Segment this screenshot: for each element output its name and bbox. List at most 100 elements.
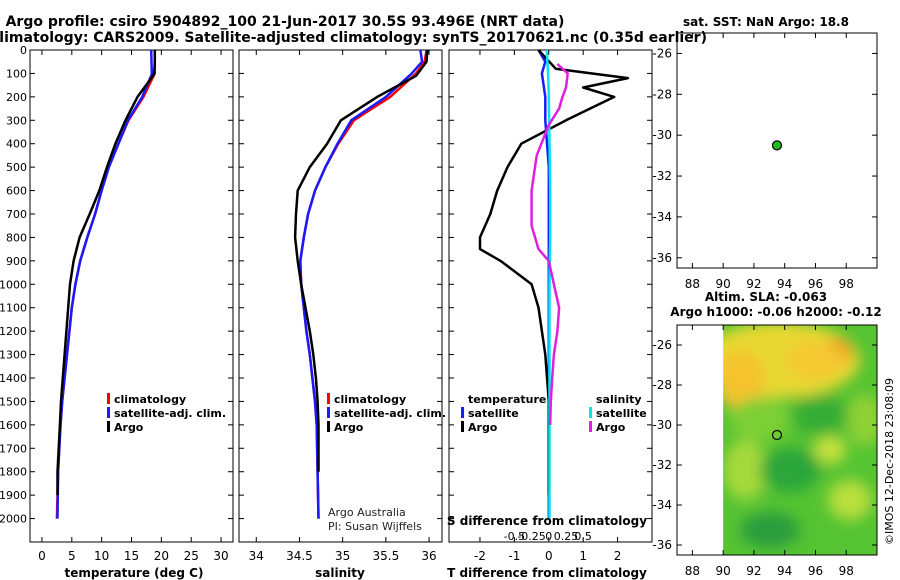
y-tick-label: 1700 — [0, 442, 27, 455]
y-tick-label: 700 — [6, 208, 27, 221]
argo-position-marker — [771, 140, 783, 151]
position-map-title: sat. SST: NaN Argo: 18.8 — [683, 15, 849, 29]
legend-temp-title: temperature — [468, 393, 546, 406]
y-tick-label: 400 — [6, 138, 27, 151]
x-tick-label: 35 — [335, 549, 350, 563]
x-tick-label: -1 — [508, 549, 520, 563]
legend-argo-label: Argo — [114, 421, 144, 434]
map-x-tick-label: 94 — [777, 277, 792, 291]
legend-sat-label: satellite-adj. clim. — [334, 407, 446, 420]
x-tick-label: 36 — [421, 549, 436, 563]
map-y-tick-label: -28 — [652, 378, 672, 392]
series-line-temperature-argo — [478, 49, 630, 496]
plot-frame — [29, 49, 234, 543]
legend-clim-swatch — [327, 393, 330, 404]
argo-position-marker — [771, 429, 783, 441]
map-y-tick-label: -26 — [652, 46, 672, 60]
sla-blob — [792, 395, 848, 435]
y-tick-label: 100 — [6, 67, 27, 80]
sla-blob — [760, 448, 820, 492]
sla-blob — [847, 394, 877, 446]
y-tick-label: 2000 — [0, 513, 27, 526]
y-tick-label: 1800 — [0, 466, 27, 479]
series-line-argo — [293, 49, 429, 472]
series-line-salinity-satellite — [545, 49, 552, 519]
y-tick-label: 300 — [6, 114, 27, 127]
legend-sat-swatch — [107, 407, 110, 418]
x-tick-label: 2 — [614, 549, 622, 563]
temperature-legend: climatology satellite-adj. clim. Argo — [107, 393, 226, 434]
salinity-panel: 34 34.5 35 35.5 36 salinity climatology sate… — [238, 49, 446, 580]
map-x-tick-label: 90 — [716, 564, 731, 578]
series-line-satellite-adj-clim- — [299, 49, 424, 519]
y-tick-label: 1600 — [0, 419, 27, 432]
plot-frame — [238, 49, 443, 543]
pi-note: PI: Susan Wijffels — [328, 520, 422, 533]
map-x-tick-label: 96 — [808, 277, 823, 291]
x-tick-label: 10 — [94, 549, 109, 563]
y-tick-label: 1300 — [0, 349, 27, 362]
legend-sat-swatch — [327, 407, 330, 418]
legend-sal-title: salinity — [596, 393, 642, 406]
y-tick-label: 1200 — [0, 325, 27, 338]
map-y-tick-label: -36 — [652, 251, 672, 265]
legend-clim-swatch — [107, 393, 110, 404]
sla-map: Altim. SLA: -0.063 Argo h1000: -0.06 h20… — [652, 290, 881, 578]
map-x-tick-label: 98 — [839, 564, 854, 578]
map-frame — [676, 32, 878, 269]
map-y-tick-label: -36 — [652, 538, 672, 552]
sla-blob — [828, 480, 872, 520]
sla-field-blobs — [719, 325, 877, 548]
x-tick-label: 5 — [68, 549, 76, 563]
s-tick-label: 0.5 — [574, 530, 592, 543]
sla-blob — [719, 350, 765, 410]
map-y-tick-label: -30 — [652, 128, 672, 142]
figure-title-line1: Argo profile: csiro 5904892_100 21-Jun-2… — [6, 14, 565, 30]
legend-argo-label: Argo — [334, 421, 364, 434]
map-x-tick-label: 92 — [746, 564, 761, 578]
sla-blob — [785, 342, 845, 378]
no-data-area — [677, 325, 724, 555]
legend-temp-sat-label: satellite — [468, 407, 519, 420]
s-tick-label: 0.25 — [554, 530, 579, 543]
x-tick-label: 15 — [124, 549, 139, 563]
y-tick-label: 1100 — [0, 302, 27, 315]
salinity-legend: climatology satellite-adj. clim. Argo — [327, 393, 446, 434]
map-y-tick-label: -32 — [652, 458, 672, 472]
s-tick-label: 0 — [545, 530, 552, 543]
map-y-tick-label: -30 — [652, 418, 672, 432]
sla-title-line1: Altim. SLA: -0.063 — [705, 290, 827, 304]
map-y-tick-label: -34 — [652, 210, 672, 224]
figure-title-line2: Climatology: CARS2009. Satellite-adjuste… — [0, 30, 707, 46]
x-tick-label: 30 — [213, 549, 228, 563]
legend-argo-swatch — [327, 421, 330, 432]
x-tick-label: 0 — [545, 549, 553, 563]
legend-sal-argo-label: Argo — [596, 421, 626, 434]
x-tick-label: 20 — [154, 549, 169, 563]
y-tick-label: 800 — [6, 231, 27, 244]
map-x-tick-label: 94 — [777, 564, 792, 578]
sla-blob — [723, 440, 767, 500]
s-tick-label: -0.25 — [517, 530, 545, 543]
map-y-tick-label: -34 — [652, 498, 672, 512]
map-y-tick-label: -32 — [652, 169, 672, 183]
map-y-tick-label: -26 — [652, 338, 672, 352]
plot-frame — [448, 49, 653, 543]
y-tick-label: 500 — [6, 161, 27, 174]
difference-legend-salinity: salinity satellite Argo — [589, 393, 647, 434]
series-line-climatology — [55, 50, 157, 519]
x-tick-label: 34.5 — [286, 549, 313, 563]
temperature-panel: 0100200300400500600700800900100011001200… — [0, 44, 234, 580]
y-tick-label: 200 — [6, 91, 27, 104]
argo-australia-note: Argo Australia — [328, 506, 406, 519]
map-x-tick-label: 98 — [839, 277, 854, 291]
map-x-tick-label: 92 — [746, 277, 761, 291]
series-line-salinity-argo — [530, 63, 569, 425]
x-tick-label: 25 — [184, 549, 199, 563]
sla-blob — [740, 512, 800, 548]
salinity-xlabel: salinity — [315, 566, 365, 580]
y-tick-label: 1000 — [0, 278, 27, 291]
sla-field — [719, 325, 877, 555]
legend-sat-label: satellite-adj. clim. — [114, 407, 226, 420]
